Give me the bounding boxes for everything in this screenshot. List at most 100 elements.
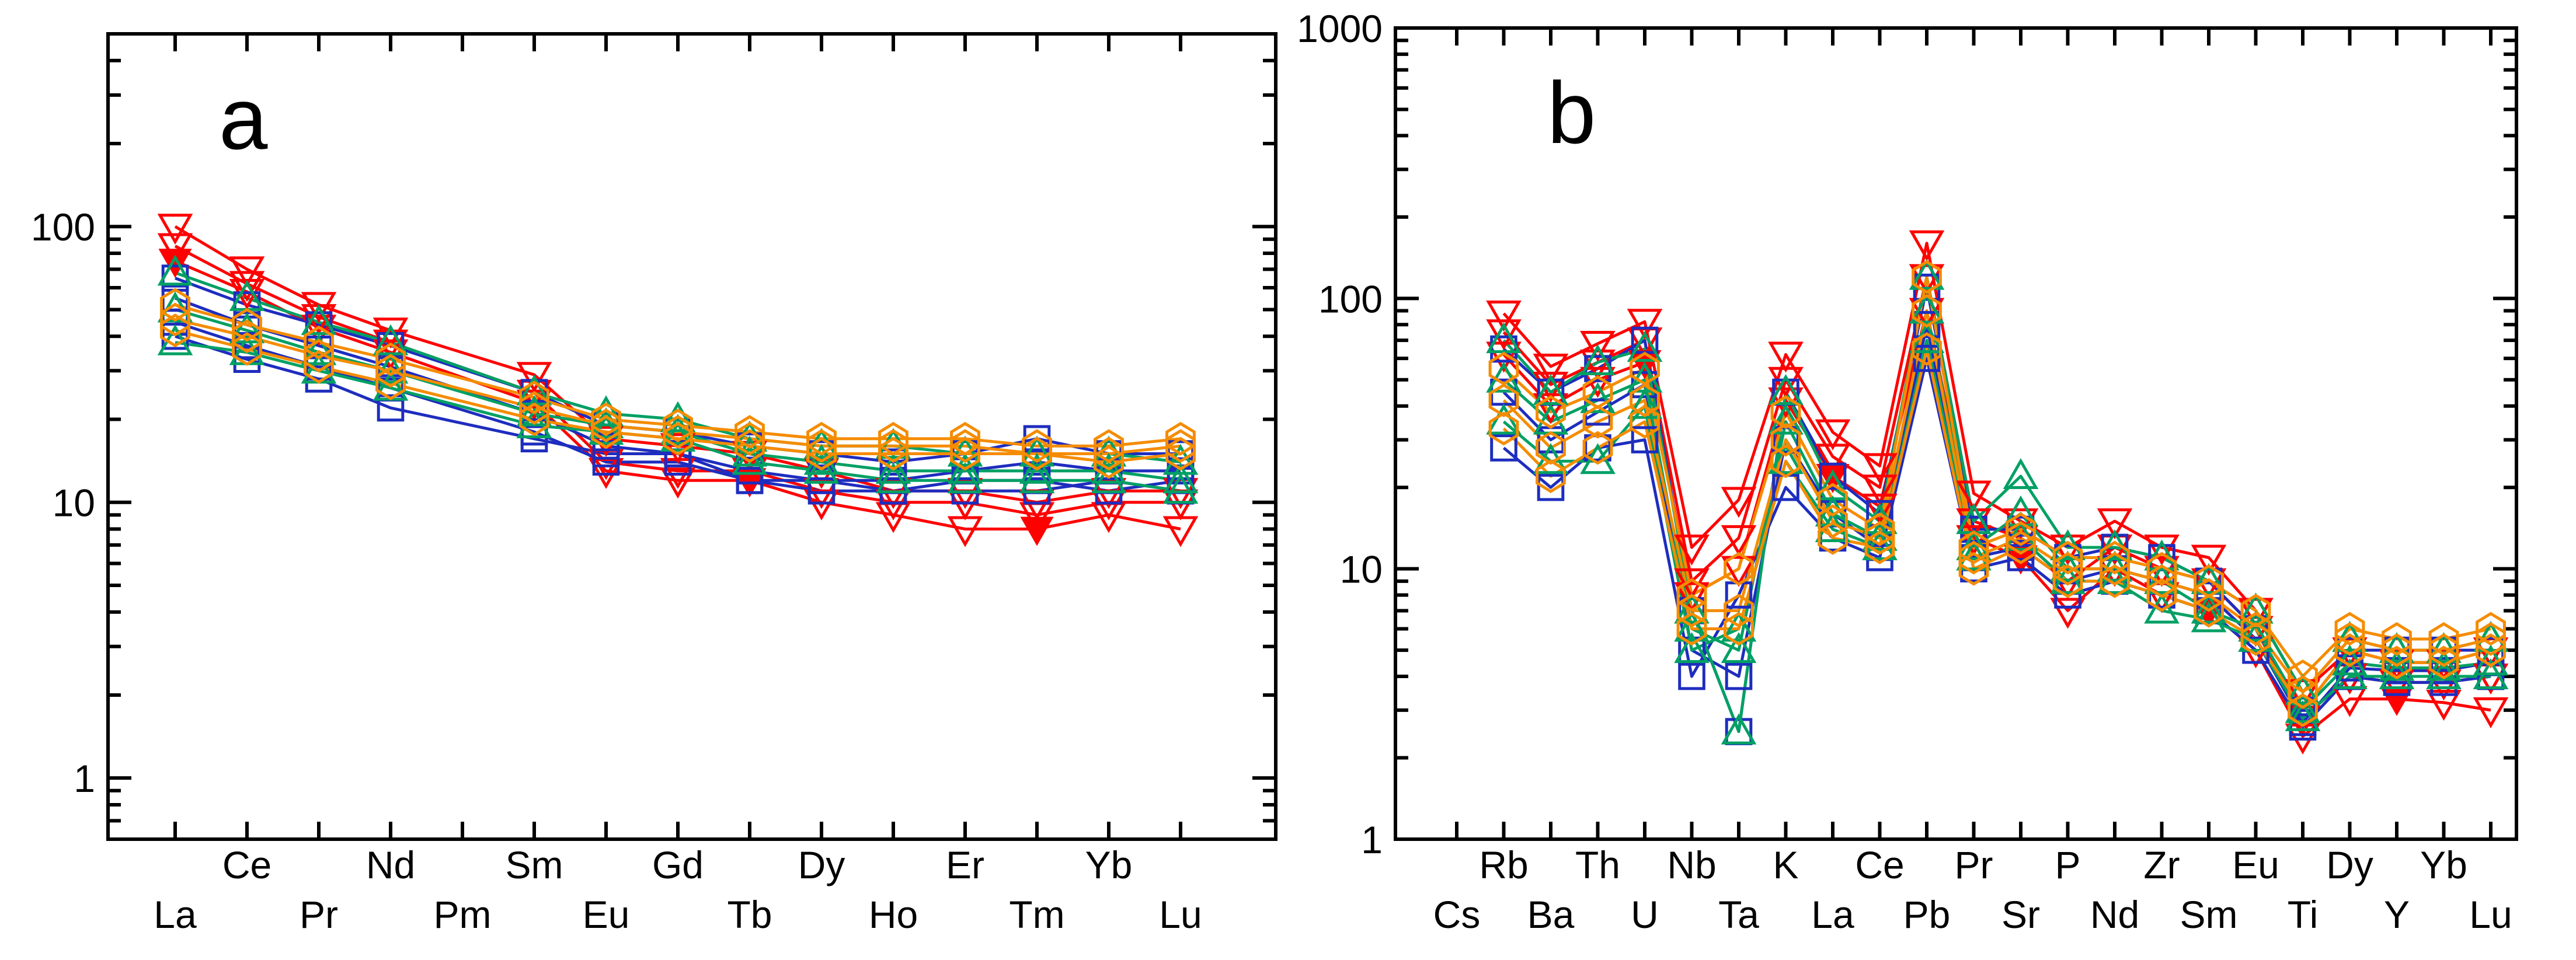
- data-point-green-1-zr: [2144, 539, 2180, 571]
- data-point-red-3-ba: [1533, 393, 1569, 424]
- data-point-orange-1-gd: [663, 409, 693, 442]
- data-point-red-2-rb: [1486, 319, 1522, 351]
- data-point-blue-3-yb: [1095, 477, 1123, 505]
- data-point-green-1-k: [1768, 373, 1804, 406]
- data-point-orange-1-eu: [591, 402, 621, 437]
- x-tick-label-dy: Dy: [798, 843, 845, 886]
- data-point-orange-2-zr: [2146, 564, 2177, 598]
- data-point-orange-1-ta: [1724, 551, 1754, 586]
- x-tick-label-eu: Eu: [583, 893, 630, 936]
- data-point-green-2-pb: [1909, 292, 1945, 324]
- data-point-green-1-eu: [588, 395, 624, 427]
- data-point-orange-1-sm: [519, 380, 549, 415]
- x-tick-label-pr: Pr: [300, 893, 338, 936]
- x-tick-label-th: Th: [1575, 843, 1620, 886]
- data-point-orange-3-lu: [2476, 633, 2506, 668]
- data-point-orange-2-sm: [519, 390, 549, 425]
- data-point-red-2-nd: [373, 329, 409, 361]
- data-point-orange-2-pr: [304, 338, 334, 373]
- data-point-orange-3-pr: [1958, 551, 1989, 586]
- data-point-orange-2-pb: [1912, 294, 1942, 328]
- x-tick-label-ba: Ba: [1527, 893, 1575, 936]
- data-point-orange-1-er: [950, 421, 980, 456]
- data-point-green-1-u: [1627, 330, 1663, 362]
- data-point-green-3-lu: [1162, 473, 1199, 504]
- data-point-orange-1-la: [1818, 483, 1848, 517]
- data-point-orange-3-nd: [375, 366, 406, 400]
- data-point-red-3-ta: [1721, 556, 1757, 587]
- data-point-orange-3-yb: [2428, 645, 2459, 680]
- data-point-green-3-rb: [1486, 403, 1522, 435]
- data-point-orange-2-th: [1582, 404, 1613, 439]
- data-point-orange-3-zr: [2146, 578, 2177, 612]
- data-point-red-2-ba: [1533, 372, 1569, 403]
- x-tick-label-u: U: [1631, 893, 1659, 936]
- data-point-green-2-tb: [732, 435, 768, 467]
- data-point-orange-3-ce: [1864, 530, 1895, 564]
- data-point-orange-2-er: [950, 429, 980, 463]
- chart-panel-a: a 1 10 100 La Ce Pr Nd Pm Sm Eu Gd Tb Dy Ho Er Tm Yb Lu: [31, 32, 1277, 936]
- data-point-green-2-pr: [301, 334, 337, 365]
- x-tick-label-la: La: [154, 893, 197, 936]
- data-point-green-3-ta: [1721, 610, 1757, 642]
- data-point-orange-2-ta: [1724, 594, 1754, 628]
- data-point-green-1-dy: [2332, 620, 2368, 652]
- data-point-blue-4-tm: [1023, 477, 1051, 505]
- data-point-green-3-ce: [1862, 529, 1898, 560]
- data-point-orange-2-p: [2052, 551, 2083, 586]
- data-point-orange-2-nd: [375, 354, 406, 388]
- x-tick-label-rb: Rb: [1479, 843, 1528, 886]
- data-point-blue-3-eu: [2242, 636, 2269, 664]
- data-point-orange-1-ho: [878, 421, 908, 456]
- data-point-green-1-pr: [301, 304, 337, 336]
- data-point-red-3-er: [947, 516, 983, 547]
- data-point-red-3-lu: [1162, 516, 1199, 547]
- data-point-orange-2-ho: [878, 429, 908, 463]
- series-line-red-1: [1502, 242, 2491, 694]
- data-point-green-3-eu: [2238, 620, 2274, 652]
- data-point-orange-1-ti: [2288, 659, 2318, 693]
- data-point-orange-1-dy: [806, 421, 837, 456]
- series-line-blue-3: [1502, 357, 2491, 729]
- data-point-red-1-pb: [1909, 230, 1945, 261]
- plot-frame-b: [1394, 26, 2518, 841]
- data-point-red-1-ta: [1721, 487, 1757, 518]
- data-point-green-1-la: [157, 254, 193, 286]
- data-point-red-1-ti: [2285, 679, 2321, 710]
- data-point-orange-3-sm: [519, 402, 549, 437]
- data-point-orange-2-sm: [2194, 578, 2224, 612]
- data-point-green-3-tm: [1019, 462, 1055, 494]
- data-point-blue-2-ba: [1537, 426, 1565, 453]
- data-point-red-2-ce: [229, 271, 265, 302]
- data-point-green-2-tm: [1019, 452, 1055, 484]
- data-point-orange-2-y: [2382, 633, 2412, 668]
- data-point-green-1-lu: [2473, 620, 2509, 652]
- data-point-orange-1-pr: [304, 325, 334, 359]
- data-point-blue-3-ce: [1866, 544, 1893, 571]
- data-point-orange-3-yb: [1094, 445, 1124, 479]
- data-point-green-2-dy: [803, 444, 840, 475]
- x-tick-label-pm: Pm: [434, 893, 492, 936]
- data-point-green-1-sm: [2191, 563, 2227, 594]
- data-point-orange-3-sr: [2006, 530, 2036, 564]
- data-point-red-3-la: [158, 249, 192, 278]
- data-point-green-3-dy: [2332, 658, 2368, 690]
- data-point-orange-1-ce: [1864, 512, 1895, 546]
- data-point-green-3-pr: [1956, 539, 1992, 571]
- data-point-red-1-nb: [1674, 534, 1710, 566]
- data-point-red-3-lu: [2473, 697, 2509, 728]
- data-point-orange-1-yb: [2428, 622, 2459, 656]
- data-point-green-2-ce: [229, 312, 265, 344]
- data-point-orange-1-lu: [2476, 612, 2506, 646]
- data-point-blue-2-th: [1584, 398, 1611, 426]
- data-point-orange-2-rb: [1488, 383, 1519, 417]
- data-point-blue-4-ho: [879, 477, 907, 505]
- data-point-red-2-la: [157, 233, 193, 264]
- data-point-green-2-yb: [1091, 452, 1127, 484]
- panel-label-b: b: [1547, 64, 1596, 162]
- data-point-orange-2-lu: [2476, 622, 2506, 656]
- data-point-orange-1-ce: [232, 308, 262, 342]
- y-tick-label: 10: [1340, 548, 1383, 591]
- data-point-orange-1-lu: [1165, 421, 1196, 456]
- series-line-blue-2: [1502, 323, 2491, 724]
